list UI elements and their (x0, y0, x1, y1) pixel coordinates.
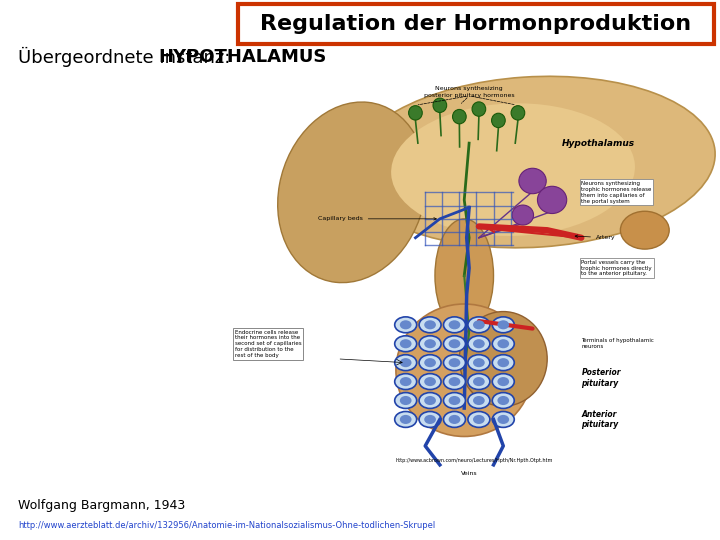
Bar (238, 4, 714, 44)
Text: Regulation der Hormonproduktion: Regulation der Hormonproduktion (261, 14, 692, 34)
Circle shape (400, 358, 412, 367)
Ellipse shape (419, 317, 441, 333)
Ellipse shape (350, 76, 715, 248)
Circle shape (473, 339, 485, 348)
Ellipse shape (419, 411, 441, 427)
Circle shape (473, 377, 485, 386)
Ellipse shape (395, 411, 417, 427)
Ellipse shape (468, 355, 490, 370)
Circle shape (400, 320, 412, 329)
Ellipse shape (492, 355, 514, 370)
Ellipse shape (492, 336, 514, 352)
Text: Neurons synthesizing
posterior pituitary hormones: Neurons synthesizing posterior pituitary… (424, 86, 514, 98)
Ellipse shape (468, 336, 490, 352)
Circle shape (424, 377, 436, 386)
Ellipse shape (492, 113, 505, 127)
Ellipse shape (444, 393, 465, 408)
Ellipse shape (519, 168, 546, 194)
Text: Hypothalamus: Hypothalamus (562, 139, 635, 147)
Ellipse shape (453, 110, 466, 124)
Text: Portal vessels carry the
trophic hormones directly
to the anterior pituitary.: Portal vessels carry the trophic hormone… (581, 260, 652, 276)
Text: Endocrine cells release
their hormones into the
second set of capillaries
for di: Endocrine cells release their hormones i… (235, 329, 302, 358)
Ellipse shape (468, 374, 490, 389)
Ellipse shape (444, 355, 465, 370)
Circle shape (473, 358, 485, 367)
Circle shape (449, 415, 460, 424)
Ellipse shape (419, 374, 441, 389)
Circle shape (473, 396, 485, 405)
Ellipse shape (492, 317, 514, 333)
Circle shape (400, 339, 412, 348)
Circle shape (498, 320, 509, 329)
Ellipse shape (492, 411, 514, 427)
Circle shape (424, 358, 436, 367)
Ellipse shape (433, 98, 446, 112)
Ellipse shape (537, 186, 567, 213)
Circle shape (498, 339, 509, 348)
Text: Wolfgang Bargmann, 1943: Wolfgang Bargmann, 1943 (18, 498, 185, 511)
Circle shape (424, 339, 436, 348)
Text: Posterior
pituitary: Posterior pituitary (581, 368, 621, 388)
Circle shape (473, 320, 485, 329)
Ellipse shape (492, 374, 514, 389)
Ellipse shape (492, 393, 514, 408)
Circle shape (621, 211, 669, 249)
Text: Übergeordnete Instanz:: Übergeordnete Instanz: (18, 47, 236, 67)
Ellipse shape (419, 393, 441, 408)
Circle shape (498, 358, 509, 367)
Ellipse shape (396, 304, 533, 436)
Text: Neurons synthesizing
trophic hormones release
them into capillaries of
the porta: Neurons synthesizing trophic hormones re… (581, 181, 652, 204)
Ellipse shape (409, 106, 422, 120)
Ellipse shape (512, 205, 534, 225)
Text: http://www.acbrown.com/neuro/Lectures/Hpth/Nr.Hpth.Otpt.htm: http://www.acbrown.com/neuro/Lectures/Hp… (395, 458, 553, 463)
Text: Terminals of hypothalamic
neurons: Terminals of hypothalamic neurons (581, 339, 654, 349)
Circle shape (449, 396, 460, 405)
Circle shape (424, 320, 436, 329)
Circle shape (400, 415, 412, 424)
Circle shape (424, 396, 436, 405)
Circle shape (498, 377, 509, 386)
Ellipse shape (468, 317, 490, 333)
Ellipse shape (278, 102, 426, 282)
Circle shape (400, 396, 412, 405)
Circle shape (498, 396, 509, 405)
Ellipse shape (419, 336, 441, 352)
Circle shape (400, 377, 412, 386)
Circle shape (449, 320, 460, 329)
Text: Artery: Artery (575, 235, 616, 240)
Ellipse shape (419, 355, 441, 370)
Ellipse shape (444, 336, 465, 352)
Ellipse shape (395, 317, 417, 333)
Text: http://www.aerzteblatt.de/archiv/132956/Anatomie-im-Nationalsozialismus-Ohne-tod: http://www.aerzteblatt.de/archiv/132956/… (18, 521, 436, 530)
Ellipse shape (395, 393, 417, 408)
Text: Veins: Veins (461, 470, 477, 476)
Ellipse shape (468, 393, 490, 408)
Ellipse shape (459, 312, 547, 406)
Ellipse shape (468, 411, 490, 427)
Circle shape (424, 415, 436, 424)
Ellipse shape (435, 219, 493, 333)
Circle shape (473, 415, 485, 424)
Ellipse shape (391, 103, 635, 236)
Ellipse shape (395, 355, 417, 370)
Ellipse shape (395, 336, 417, 352)
Ellipse shape (395, 374, 417, 389)
Text: HYPOTHALAMUS: HYPOTHALAMUS (158, 48, 326, 66)
Ellipse shape (444, 411, 465, 427)
Text: Capillary beds: Capillary beds (318, 217, 436, 221)
Ellipse shape (444, 317, 465, 333)
Ellipse shape (444, 374, 465, 389)
Circle shape (449, 377, 460, 386)
Ellipse shape (511, 106, 525, 120)
Ellipse shape (472, 102, 486, 116)
Circle shape (449, 358, 460, 367)
Text: Anterior
pituitary: Anterior pituitary (581, 410, 618, 429)
Circle shape (449, 339, 460, 348)
Circle shape (498, 415, 509, 424)
